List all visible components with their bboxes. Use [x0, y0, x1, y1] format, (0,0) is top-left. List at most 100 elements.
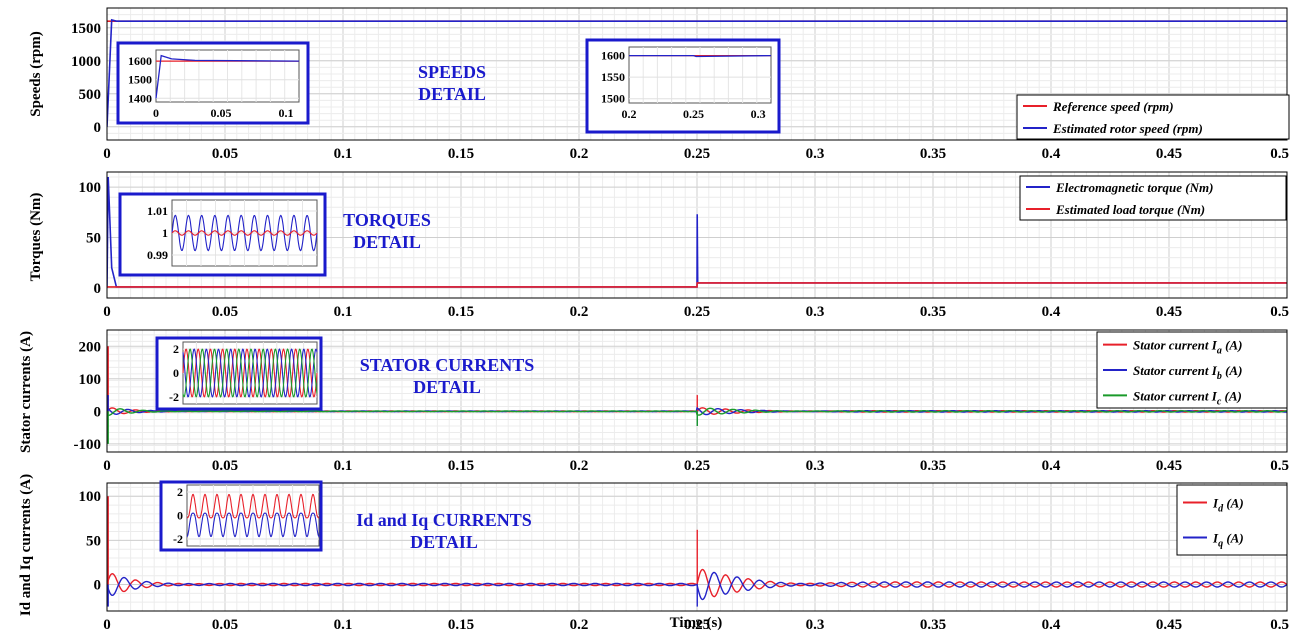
x-tick-label: 0.45	[1156, 458, 1182, 474]
x-tick-label: 0.2	[570, 617, 589, 633]
x-tick-label: 0.05	[212, 146, 238, 162]
inset-series-2	[182, 348, 318, 398]
legend	[1096, 331, 1288, 409]
x-tick-label: 0.5	[1270, 458, 1289, 474]
x-tick-label: 0.35	[920, 458, 946, 474]
series-group	[107, 176, 1287, 288]
inset-series-1	[155, 54, 300, 99]
inset-y-tick: 0	[173, 366, 179, 380]
x-axis-label: Time (s)	[670, 615, 723, 631]
x-tick-label: 0.15	[448, 617, 474, 633]
x-tick-label: 0.35	[920, 617, 946, 633]
inset-y-tick: 0	[177, 509, 183, 523]
x-tick-label: 0	[103, 617, 111, 633]
y-tick-label: 100	[79, 372, 102, 388]
x-tick-label: 0.15	[448, 304, 474, 320]
y-axis-label: Speeds (rpm)	[28, 31, 44, 116]
x-tick-label: 0.45	[1156, 304, 1182, 320]
series-group	[107, 496, 1287, 607]
detail-label: DETAIL	[410, 532, 478, 552]
inset-y-tick: 1	[162, 226, 168, 240]
inset-series-0	[182, 348, 318, 398]
inset-series-1	[186, 512, 320, 538]
inset-x-tick: 0.05	[211, 106, 232, 120]
y-tick-label: 100	[79, 489, 102, 505]
inset-y-tick: -2	[173, 532, 183, 546]
inset-x-tick: 0.3	[751, 107, 766, 121]
x-tick-label: 0.25	[684, 146, 710, 162]
legend-entry-1: Estimated rotor speed (rpm)	[1052, 121, 1203, 136]
inset-y-tick: 2	[173, 342, 179, 356]
axes-frame	[106, 171, 1288, 299]
legend	[1016, 94, 1290, 140]
detail-label: DETAIL	[353, 232, 421, 252]
x-tick-label: 0.05	[212, 458, 238, 474]
x-tick-label: 0.35	[920, 304, 946, 320]
inset-y-tick: 1600	[601, 49, 625, 63]
x-tick-label: 0	[103, 304, 111, 320]
x-tick-label: 0.5	[1270, 146, 1289, 162]
y-tick-label: 100	[79, 180, 102, 196]
detail-label: TORQUES	[343, 210, 431, 230]
inset-x-tick: 0.25	[683, 107, 704, 121]
x-tick-label: 0.3	[806, 458, 825, 474]
axes-frame	[106, 7, 1288, 141]
detail-label: Id and Iq CURRENTS	[356, 510, 532, 530]
x-tick-label: 0.5	[1270, 304, 1289, 320]
x-tick-label: 0.1	[334, 617, 353, 633]
x-tick-label: 0.1	[334, 304, 353, 320]
inset-x-tick: 0	[153, 106, 159, 120]
series-group	[107, 346, 1287, 444]
chart-panel-3: 0 50 100 0 0.05 0.1 0.15 0.2 0.25 0.3 0.35 0.4 0.45 0…	[18, 474, 1289, 633]
series-line-1	[107, 282, 1287, 288]
detail-label: DETAIL	[418, 84, 486, 104]
y-tick-label: 0	[94, 120, 102, 136]
inset-series-1	[171, 230, 318, 236]
inset-y-tick: 1600	[128, 54, 152, 68]
x-tick-label: 0.1	[334, 146, 353, 162]
inset-y-tick: 1500	[601, 92, 625, 106]
legend-entry-0: Electromagnetic torque (Nm)	[1055, 180, 1213, 195]
chart-panel-1: 0 50 100 0 0.05 0.1 0.15 0.2 0.25 0.3 0.35 0.4 0.45 0…	[28, 171, 1289, 320]
chart-panel-0: 0 500 1000 1500 0 0.05 0.1 0.15 0.2 0.25 0.3 0.35 0.…	[28, 7, 1290, 162]
x-tick-label: 0.1	[334, 458, 353, 474]
legend	[1176, 484, 1288, 556]
x-tick-label: 0.35	[920, 146, 946, 162]
x-tick-label: 0.4	[1042, 304, 1061, 320]
x-tick-label: 0.45	[1156, 146, 1182, 162]
detail-inset-0: 2 0 -2	[155, 336, 323, 411]
inset-series-1	[182, 348, 318, 398]
inset-y-tick: 1500	[128, 73, 152, 87]
detail-label: DETAIL	[413, 377, 481, 397]
inset-x-tick: 0.2	[622, 107, 637, 121]
x-tick-label: 0.2	[570, 458, 589, 474]
inset-x-tick: 0.1	[279, 106, 294, 120]
x-tick-label: 0	[103, 146, 111, 162]
x-tick-label: 0.5	[1270, 617, 1289, 633]
x-tick-label: 0.4	[1042, 458, 1061, 474]
legend-entry-0: Id (A)	[1212, 496, 1244, 515]
legend-entry-1: Stator current Ib (A)	[1133, 363, 1242, 382]
x-tick-label: 0.3	[806, 617, 825, 633]
y-axis-label: Stator currents (A)	[18, 331, 34, 453]
y-tick-label: 200	[79, 339, 102, 355]
x-tick-label: 0	[103, 458, 111, 474]
detail-label: STATOR CURRENTS	[360, 355, 535, 375]
legend-entry-0: Stator current Ia (A)	[1133, 338, 1242, 357]
legend-entry-1: Estimated load torque (Nm)	[1055, 202, 1205, 217]
inset-y-tick: 1.01	[147, 204, 168, 218]
x-tick-label: 0.4	[1042, 617, 1061, 633]
x-tick-label: 0.4	[1042, 146, 1061, 162]
y-axis-label: Torques (Nm)	[28, 193, 44, 282]
x-tick-label: 0.15	[448, 458, 474, 474]
inset-y-tick: 1550	[601, 70, 625, 84]
detail-inset-0: 2 0 -2	[159, 480, 323, 552]
y-tick-label: 0	[94, 578, 102, 594]
x-tick-label: 0.45	[1156, 617, 1182, 633]
x-tick-label: 0.2	[570, 304, 589, 320]
legend	[1019, 175, 1287, 221]
x-tick-label: 0.15	[448, 146, 474, 162]
